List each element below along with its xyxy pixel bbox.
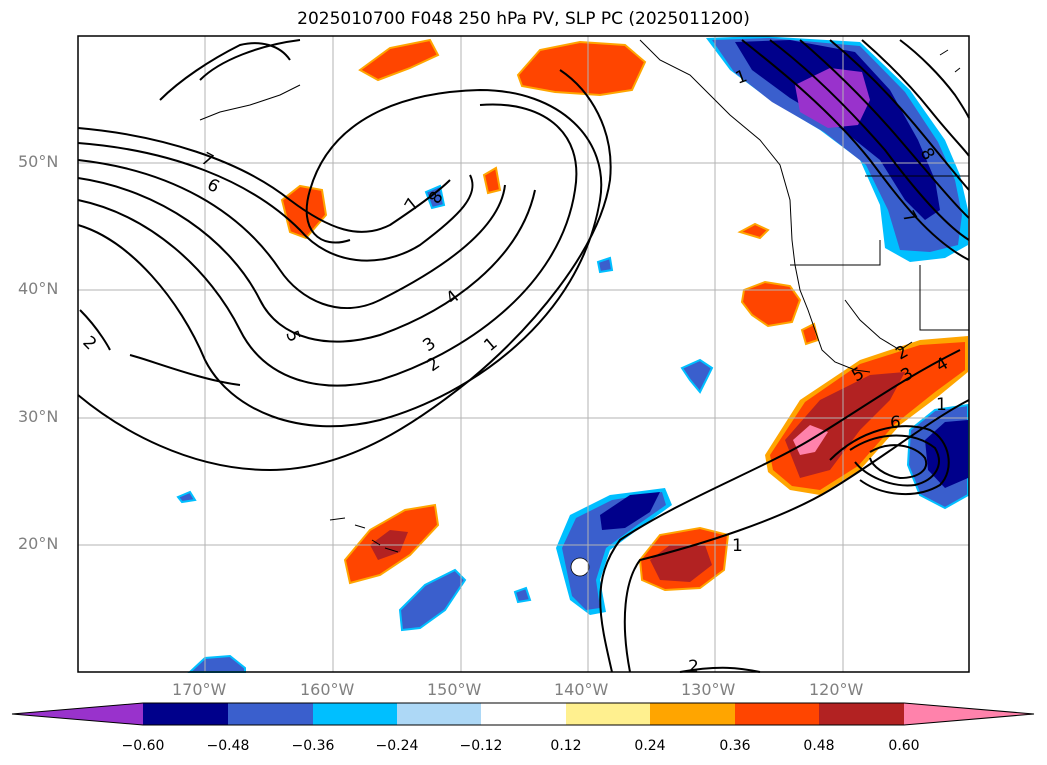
colorbar-segment [228,703,313,725]
colorbar-tick-label: 0.12 [550,738,582,754]
colorbar-outline [11,702,1035,726]
graticule [78,36,969,672]
pv-negative-area [596,256,614,274]
colorbar-segment [819,703,904,725]
colorbar-tick-label: −0.12 [459,738,503,754]
pv-hole [570,557,590,577]
contour-label: 6 [890,413,901,433]
contour-label: 1 [936,395,947,415]
colorbar-segment [397,703,481,725]
colorbar-segment [566,703,650,725]
colorbar-segment [650,703,735,725]
pv-positive-area [482,166,502,195]
pv-negative-area [600,492,660,530]
colorbar-tick-label: −0.24 [375,738,419,754]
colorbar-extend-low [12,703,143,725]
pv-positive-area [358,38,440,82]
colorbar-tick-label: 0.60 [888,738,920,754]
lon-label-150w: 150°W [427,680,482,699]
slp-contours [77,39,970,673]
lat-label-30n: 30°N [18,407,59,426]
pv-negative-area [176,490,197,504]
pv-positive-area [280,184,328,240]
map-frame [77,35,970,673]
colorbar-segment [143,703,228,725]
colorbar-tick-label: −0.36 [291,738,335,754]
coastlines [199,39,969,553]
map-title: 2025010700 F048 250 hPa PV, SLP PC (2025… [297,9,750,29]
lat-label-40n: 40°N [18,279,59,298]
lat-label-20n: 20°N [18,534,59,553]
pv-positive-area [737,222,770,240]
contour-label: 1 [732,536,743,556]
pv-negative-area [735,40,940,220]
pv-negative-area [513,586,532,604]
lon-label-160w: 160°W [300,680,355,699]
contour-label: 2 [688,657,699,677]
pv-negative-area [680,358,714,394]
lon-label-120w: 120°W [809,680,864,699]
colorbar-tick-label: −0.60 [121,738,165,754]
pv-positive-area [740,280,802,328]
lat-label-50n: 50°N [18,152,59,171]
lon-label-170w: 170°W [172,680,227,699]
colorbar-tick-label: −0.48 [206,738,250,754]
lon-label-140w: 140°W [554,680,609,699]
colorbar [11,702,1035,726]
lon-label-130w: 130°W [681,680,736,699]
colorbar-segment [313,703,397,725]
map-area [78,36,969,672]
colorbar-tick-label: 0.48 [803,738,835,754]
colorbar-tick-label: 0.36 [719,738,751,754]
pv-negative-area [398,568,467,632]
pv-positive-area [516,40,647,97]
pv-negative-area [424,184,446,210]
colorbar-extend-high [904,703,1034,725]
colorbar-tick-label: 0.24 [634,738,666,754]
colorbar-segment [481,703,566,725]
colorbar-segment [735,703,819,725]
